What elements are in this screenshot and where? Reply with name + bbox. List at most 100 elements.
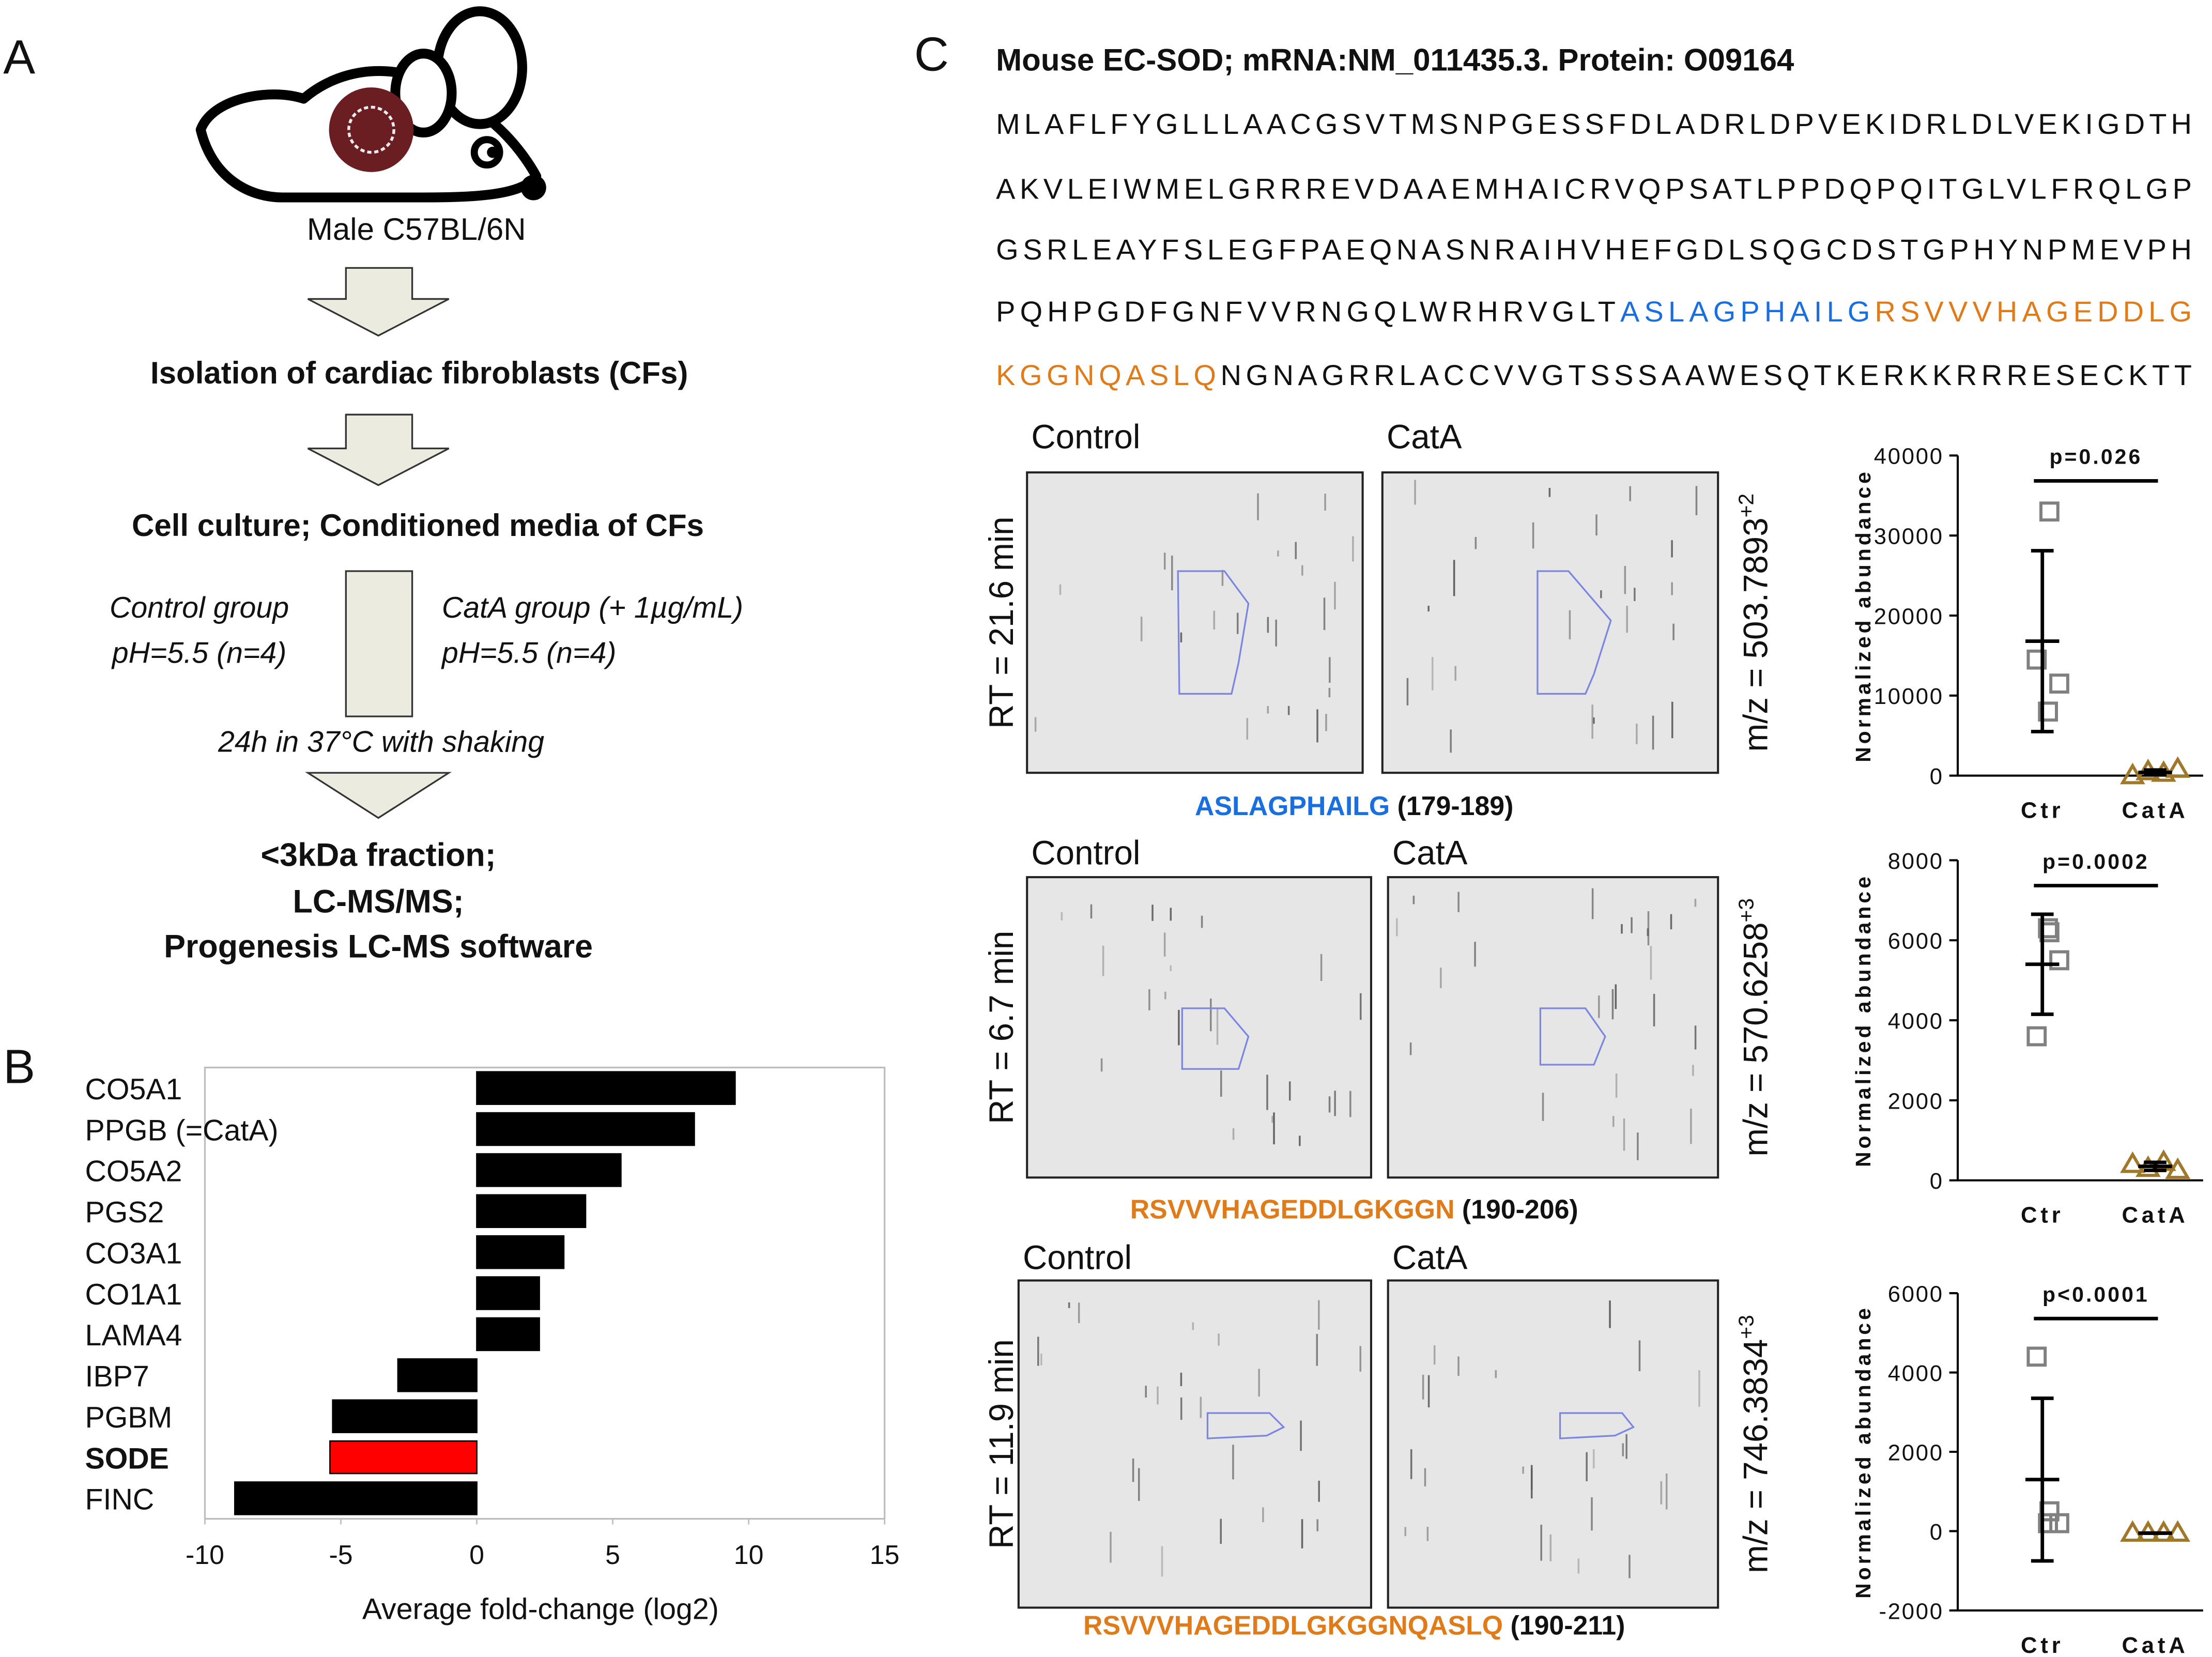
data-point [2038,701,2059,722]
y-tick-label: 6000 [1888,929,1944,954]
peptide-range: (179-189) [1397,791,1514,821]
charge: +2 [1734,494,1758,518]
x-axis-label: Average fold-change (log2) [362,1592,719,1625]
mz-text: m/z = 746.3834+3 [1734,1315,1774,1573]
workflow-output: Progenesis LC-MS software [164,929,593,965]
data-point [2049,950,2069,971]
data-point [2165,1157,2190,1179]
mz-value: m/z = 746.3834 [1737,1339,1775,1573]
peptide: RSVVVHAGEDDLGKGGN [1130,1194,1455,1224]
group-label: Control [1031,418,1140,456]
x-tick-label: Ctr [2021,798,2064,823]
p-value: p<0.0001 [2042,1282,2149,1306]
x-tick-label: 15 [870,1540,900,1570]
ms-image [1381,471,1719,774]
feature-outline [1539,1007,1606,1066]
peptide-range: (190-206) [1462,1194,1578,1224]
feature-outline [1537,570,1612,695]
y-tick-label: 0 [1930,1169,1944,1194]
ms-image [1026,876,1373,1179]
data-point [2039,501,2060,522]
data-point [2049,1513,2069,1533]
panel-label: C [914,27,949,81]
category-label: PPGB (=CatA) [85,1114,279,1147]
data-point [2038,918,2059,939]
x-tick-label: CatA [2122,1203,2188,1228]
category-label: IBP7 [85,1360,149,1393]
bar [329,1440,478,1475]
y-tick-label: 6000 [1888,1281,1944,1307]
feature-outline [1181,1007,1250,1070]
x-tick-label: -5 [329,1540,352,1570]
plot-frame [204,1066,886,1520]
sequence-line: PQHPGDFGNFVVRNGQLWRHRVGLT ASLAGPHAILG RSVV… [996,295,2192,328]
data-point [2120,762,2145,785]
bar [476,1235,565,1269]
workflow-step: Cell culture; Conditioned media of CFs [132,508,704,543]
y-tick-label: 2000 [1888,1440,1944,1465]
bar [476,1276,540,1310]
sequence-line: AKVLEIWMELGRRREVDAAEMHAICRVQPSATLPPDQPQI… [996,173,2192,205]
sequence-segment: AKVLEIWMELGRRREVDAAEMHAICRVQPSATLPPDQPQI… [996,173,2192,205]
mz-text: m/z = 570.6258+3 [1734,898,1774,1157]
x-tick-label: Ctr [2021,1203,2064,1228]
x-tick-label: 0 [469,1540,484,1570]
data-point [2026,649,2047,670]
peptide-label: ASLAGPHAILG (179-189) [1195,791,1513,821]
y-axis-label: Normalized abundance [1851,873,1875,1167]
y-tick-label: 4000 [1888,1008,1944,1034]
y-tick-label: 10000 [1874,684,1944,709]
y-tick-label: 30000 [1874,524,1944,549]
peptide-range: (190-211) [1511,1610,1625,1640]
feature-outline [1177,570,1250,695]
retention-time: RT = 21.6 min [982,516,1020,729]
group-condition: pH=5.5 (n=4) [111,636,287,669]
group-label: Control [1031,834,1140,872]
bar [476,1317,540,1352]
bar [476,1071,736,1105]
sequence-segment: ASLAGPHAILG [1620,295,1870,328]
sequence-line: GSRLEAYFSLEGFPAEQNASNRAIHVHEFGDLSQGCDSTG… [996,233,2192,266]
y-tick-label: 2000 [1888,1088,1944,1114]
mz-label: m/z = 503.7893+2 [1734,494,1774,752]
y-tick-label: 4000 [1888,1361,1944,1386]
panel-label: B [3,1039,35,1093]
feature-outline [1559,1412,1635,1439]
ms-image [1387,876,1719,1179]
retention-time: RT = 11.9 min [982,1339,1020,1549]
mz-label: m/z = 570.6258+3 [1734,898,1774,1157]
bar [476,1153,622,1187]
group-label: CatA [1392,834,1468,872]
workflow-output: LC-MS/MS; [293,883,464,919]
y-axis-label: Normalized abundance [1851,1305,1875,1599]
sequence-segment: RSVVVHAGEDDLG [1875,295,2192,328]
charge: +3 [1734,898,1758,923]
x-tick-label: 10 [734,1540,764,1570]
x-tick-label: -10 [186,1540,224,1570]
y-axis-label: Normalized abundance [1851,469,1875,762]
charge: +3 [1734,1315,1758,1339]
ms-image [1026,471,1364,774]
x-tick-label: 5 [605,1540,620,1570]
peptide-label: RSVVVHAGEDDLGKGGNQASLQ (190-211) [1083,1610,1625,1640]
incubation: 24h in 37°C with shaking [218,725,544,758]
category-label: SODE [85,1442,169,1475]
bar [476,1194,587,1229]
category-label: CO5A2 [85,1155,182,1188]
bar [476,1112,695,1146]
data-point [2120,1151,2145,1173]
group-label: CatA [1387,418,1462,456]
bar [397,1358,478,1392]
category-label: FINC [85,1483,155,1516]
category-label: CO1A1 [85,1278,182,1311]
category-label: CO3A1 [85,1237,182,1270]
data-point [2120,1520,2145,1542]
mz-value: m/z = 503.7893 [1737,517,1775,751]
category-label: CO5A1 [85,1073,182,1106]
bar [332,1399,478,1433]
group-label: Control group [110,591,289,624]
workflow-step: Isolation of cardiac fibroblasts (CFs) [150,356,688,390]
y-tick-label: 20000 [1874,604,1944,629]
